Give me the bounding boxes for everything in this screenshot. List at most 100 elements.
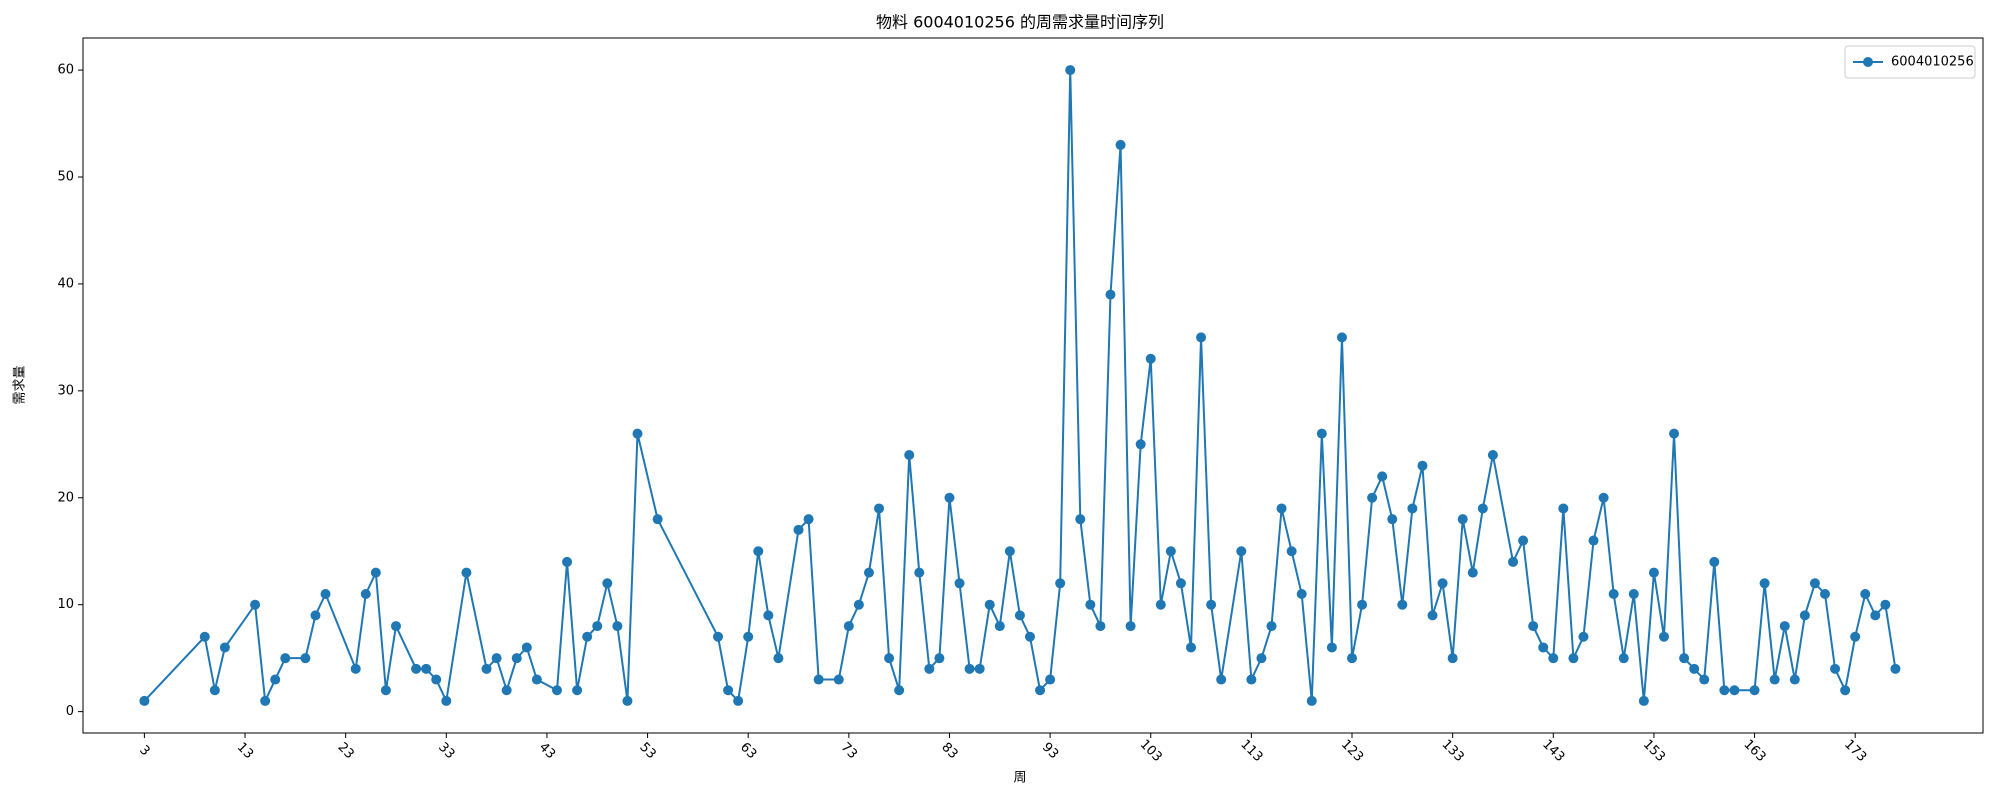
data-point xyxy=(1095,621,1106,632)
data-point xyxy=(1155,599,1166,610)
data-point xyxy=(853,599,864,610)
x-tick-label: 83 xyxy=(938,740,960,762)
data-point xyxy=(1236,546,1247,557)
data-point xyxy=(592,621,603,632)
data-point xyxy=(924,663,935,674)
data-point xyxy=(320,589,331,599)
data-point xyxy=(733,695,744,706)
data-point xyxy=(1135,439,1146,450)
data-point xyxy=(461,567,472,578)
data-point xyxy=(1769,674,1780,685)
data-point xyxy=(1276,503,1287,514)
x-tick-label: 163 xyxy=(1740,737,1768,765)
data-point xyxy=(209,685,220,696)
legend-marker xyxy=(1863,57,1873,67)
x-tick-label: 103 xyxy=(1137,737,1165,765)
data-point xyxy=(501,685,512,696)
data-point xyxy=(1447,653,1458,664)
data-point xyxy=(1004,546,1015,557)
data-point xyxy=(1538,642,1549,653)
data-point xyxy=(1014,610,1025,621)
data-line xyxy=(143,70,1897,705)
y-tick-label: 30 xyxy=(57,383,74,398)
data-point xyxy=(511,653,522,664)
data-point xyxy=(813,674,824,685)
data-point xyxy=(1105,289,1116,300)
data-point xyxy=(1789,674,1800,685)
legend-box xyxy=(1844,45,1976,79)
data-point xyxy=(1548,653,1559,664)
data-point xyxy=(1377,471,1388,482)
data-point xyxy=(1387,514,1398,525)
data-point xyxy=(713,631,724,642)
data-point xyxy=(1679,653,1690,664)
data-point xyxy=(1487,450,1498,460)
x-tick-label: 173 xyxy=(1841,737,1869,765)
data-point xyxy=(1065,65,1076,76)
data-point xyxy=(421,663,432,674)
data-point xyxy=(1799,610,1810,621)
data-point xyxy=(984,599,995,610)
data-point xyxy=(1024,631,1035,642)
data-point xyxy=(1055,578,1066,589)
data-point xyxy=(612,621,623,632)
data-point xyxy=(390,621,401,632)
data-point xyxy=(1598,492,1609,503)
data-point xyxy=(1246,674,1257,685)
data-point xyxy=(1578,631,1589,642)
data-point xyxy=(1477,503,1488,514)
data-point xyxy=(260,695,271,706)
data-point xyxy=(1145,353,1156,364)
data-point xyxy=(1628,589,1639,599)
data-point xyxy=(803,514,814,525)
y-axis-label: 需求量 xyxy=(13,365,28,404)
data-point xyxy=(521,642,532,653)
data-point xyxy=(1115,139,1126,150)
data-point xyxy=(1165,546,1176,557)
data-point xyxy=(1669,428,1680,439)
data-point xyxy=(139,695,150,706)
data-point xyxy=(1467,567,1478,578)
chart-title: 物料 6004010256 的周需求量时间序列 xyxy=(876,13,1164,32)
data-point xyxy=(1558,503,1569,514)
data-point xyxy=(1890,663,1901,674)
data-point xyxy=(310,610,321,621)
data-point xyxy=(1719,685,1730,696)
x-tick-label: 123 xyxy=(1338,737,1366,765)
data-point xyxy=(964,663,975,674)
data-point xyxy=(199,631,210,642)
data-point xyxy=(1357,599,1368,610)
data-point xyxy=(250,599,261,610)
data-point xyxy=(1286,546,1297,557)
data-point xyxy=(773,653,784,664)
legend-label: 6004010256 xyxy=(1891,55,1974,70)
data-point xyxy=(1528,621,1539,632)
data-point xyxy=(1658,631,1669,642)
y-tick-label: 40 xyxy=(57,276,74,291)
data-point xyxy=(1427,610,1438,621)
data-point xyxy=(572,685,583,696)
data-point xyxy=(1316,428,1327,439)
x-axis-label: 周 xyxy=(1013,771,1026,786)
data-point xyxy=(1175,578,1186,589)
data-point xyxy=(1809,578,1820,589)
data-point xyxy=(1588,535,1599,546)
data-point xyxy=(1830,663,1841,674)
data-point xyxy=(874,503,885,514)
data-point xyxy=(622,695,633,706)
y-tick-label: 50 xyxy=(57,170,74,185)
data-point xyxy=(843,621,854,632)
x-tick-label: 93 xyxy=(1039,740,1061,762)
data-point xyxy=(300,653,311,664)
data-point xyxy=(1306,695,1317,706)
data-point xyxy=(1196,332,1207,343)
data-point xyxy=(1820,589,1831,599)
data-point xyxy=(863,567,874,578)
x-tick-label: 143 xyxy=(1539,737,1567,765)
data-point xyxy=(753,546,764,557)
x-tick-label: 133 xyxy=(1439,737,1467,765)
x-tick-label: 43 xyxy=(536,740,558,762)
x-tick-label: 153 xyxy=(1640,737,1668,765)
data-point xyxy=(1125,621,1136,632)
